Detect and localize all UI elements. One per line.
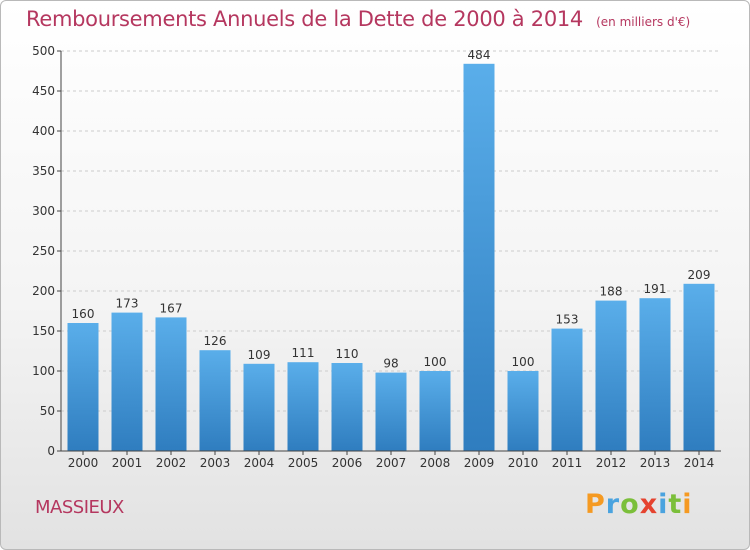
chart-title: Remboursements Annuels de la Dette de 20… xyxy=(26,7,583,31)
logo-letter: P xyxy=(585,489,606,520)
proxiti-logo: Proxiti xyxy=(585,489,693,520)
y-tick-label: 500 xyxy=(32,44,55,58)
bar-2013 xyxy=(639,298,671,451)
bar-2001 xyxy=(111,312,143,451)
logo-letter: t xyxy=(668,489,683,520)
value-label-2000: 160 xyxy=(72,307,95,321)
value-label-2004: 109 xyxy=(248,348,271,362)
value-label-2003: 126 xyxy=(204,334,227,348)
bars xyxy=(67,63,715,452)
bar-2002 xyxy=(155,317,187,451)
bar-2010 xyxy=(507,371,539,451)
bar-2012 xyxy=(595,300,627,451)
logo-letter: o xyxy=(620,489,640,520)
x-tick-label: 2014 xyxy=(684,456,715,470)
bar-2005 xyxy=(287,362,319,451)
value-label-2014: 209 xyxy=(688,268,711,282)
x-tick-label: 2010 xyxy=(508,456,539,470)
x-tick-label: 2004 xyxy=(244,456,275,470)
value-label-2001: 173 xyxy=(116,297,139,311)
value-label-2005: 111 xyxy=(292,346,315,360)
y-tick-label: 150 xyxy=(32,324,55,338)
value-label-2010: 100 xyxy=(512,355,535,369)
bar-2009 xyxy=(463,63,495,452)
chart-header: Remboursements Annuels de la Dette de 20… xyxy=(26,7,690,31)
value-label-2013: 191 xyxy=(644,282,667,296)
y-tick-label: 50 xyxy=(40,404,55,418)
value-label-2002: 167 xyxy=(160,301,183,315)
bar-2008 xyxy=(419,371,451,451)
x-tick-label: 2005 xyxy=(288,456,319,470)
y-tick-label: 450 xyxy=(32,84,55,98)
value-labels: 160 173 167 126 109 111 110 98 100 484 100 153 188 19… xyxy=(72,48,711,371)
value-label-2007: 98 xyxy=(383,357,398,371)
y-tick-label: 350 xyxy=(32,164,55,178)
bar-2004 xyxy=(243,363,275,451)
y-tick-label: 300 xyxy=(32,204,55,218)
value-label-2009: 484 xyxy=(468,48,491,62)
logo-letter: x xyxy=(639,489,659,520)
value-label-2011: 153 xyxy=(556,313,579,327)
y-tick-label: 200 xyxy=(32,284,55,298)
logo-letter: i xyxy=(658,489,669,520)
bar-2003 xyxy=(199,350,231,451)
logo-letter: i xyxy=(682,489,693,520)
bar-2000 xyxy=(67,323,99,451)
x-tick-label: 2006 xyxy=(332,456,363,470)
y-tick-label: 100 xyxy=(32,364,55,378)
x-tick-label: 2000 xyxy=(68,456,99,470)
x-tick-label: 2002 xyxy=(156,456,187,470)
x-tick-label: 2013 xyxy=(640,456,671,470)
bar-2011 xyxy=(551,328,583,451)
logo-letter: r xyxy=(605,489,621,520)
x-tick-label: 2007 xyxy=(376,456,407,470)
y-tick-label: 400 xyxy=(32,124,55,138)
chart-unit: (en milliers d'€) xyxy=(596,15,691,29)
axes: 0 50 100 150 200 250 300 350 400 450 500 2000 2001 20… xyxy=(32,44,721,470)
town-name: MASSIEUX xyxy=(35,497,124,518)
x-tick-label: 2009 xyxy=(464,456,495,470)
value-label-2006: 110 xyxy=(336,347,359,361)
bar-2007 xyxy=(375,372,407,451)
bar-2006 xyxy=(331,363,363,451)
y-tick-label: 250 xyxy=(32,244,55,258)
x-tick-label: 2003 xyxy=(200,456,231,470)
value-label-2012: 188 xyxy=(600,285,623,299)
x-tick-label: 2011 xyxy=(552,456,583,470)
value-label-2008: 100 xyxy=(424,355,447,369)
x-tick-label: 2012 xyxy=(596,456,627,470)
bar-2014 xyxy=(683,283,715,451)
y-tick-label: 0 xyxy=(47,444,55,458)
x-tick-label: 2008 xyxy=(420,456,451,470)
x-tick-label: 2001 xyxy=(112,456,143,470)
